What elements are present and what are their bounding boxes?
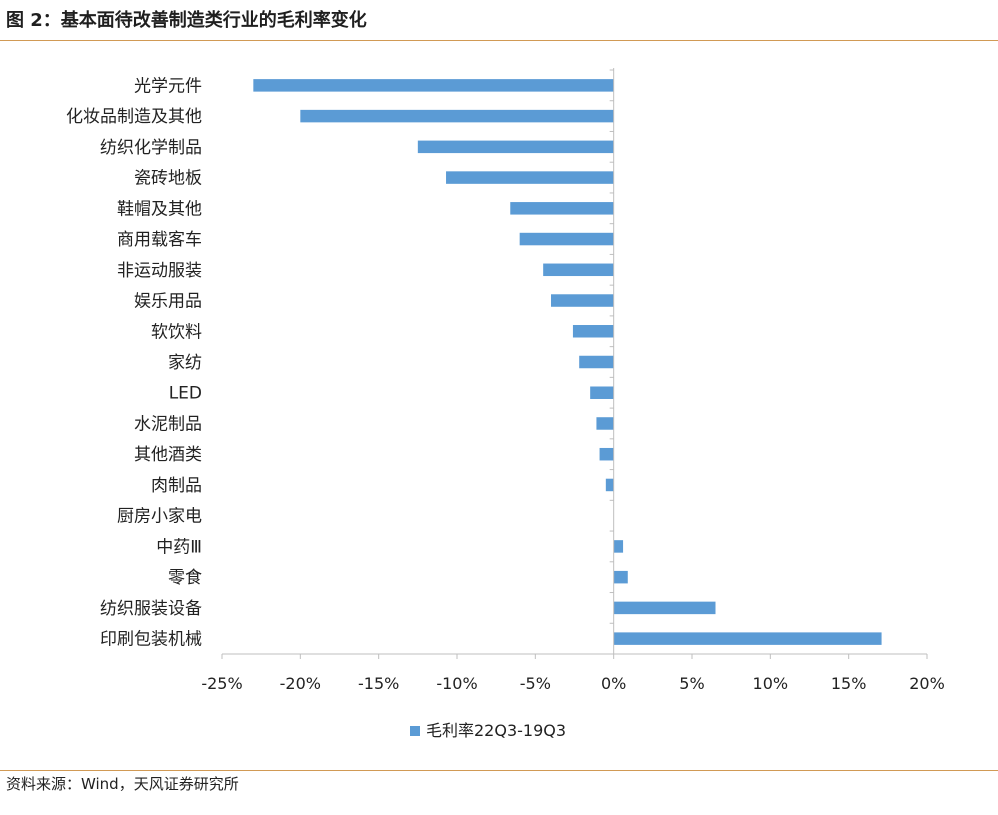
bar-6 <box>543 263 614 277</box>
source-note: 资料来源：Wind，天风证券研究所 <box>6 775 239 793</box>
x-tick-label-1: -20% <box>280 674 321 693</box>
bar-0 <box>253 79 614 92</box>
category-label-14: 厨房小家电 <box>117 507 202 527</box>
bar-17 <box>613 601 716 615</box>
x-tick-label-3: -10% <box>436 674 477 693</box>
category-label-4: 鞋帽及其他 <box>117 199 202 219</box>
bar-4 <box>510 202 614 215</box>
bar-3 <box>446 171 614 184</box>
x-tick-label-0: -25% <box>201 674 242 693</box>
bottom-divider <box>0 770 998 771</box>
x-tick-label-8: 15% <box>831 674 867 693</box>
bar-1 <box>300 109 614 123</box>
bar-11 <box>596 417 614 430</box>
category-label-18: 印刷包装机械 <box>100 630 202 650</box>
bar-18 <box>613 632 882 645</box>
bar-5 <box>519 232 614 246</box>
category-label-0: 光学元件 <box>134 76 202 96</box>
bar-16 <box>613 570 628 584</box>
category-label-15: 中药Ⅲ <box>156 537 202 557</box>
category-label-9: 家纺 <box>168 353 202 373</box>
figure-title: 图 2：基本面待改善制造类行业的毛利率变化 <box>6 10 367 31</box>
x-tick-label-2: -15% <box>358 674 399 693</box>
x-tick-label-6: 5% <box>679 674 704 693</box>
category-label-10: LED <box>169 384 202 404</box>
category-labels-layer: 光学元件化妆品制造及其他纺织化学制品瓷砖地板鞋帽及其他商用载客车非运动服装娱乐用… <box>66 76 202 649</box>
axis-layer: -25% -20% -15% -10% -5% 0% 5% 10% 15% 20% <box>201 68 945 693</box>
top-divider <box>0 40 998 41</box>
bar-8 <box>572 325 614 338</box>
category-label-3: 瓷砖地板 <box>134 169 202 189</box>
bar-10 <box>590 386 614 399</box>
category-label-16: 零食 <box>168 568 202 588</box>
legend: 毛利率22Q3-19Q3 <box>410 721 566 740</box>
x-tick-label-5: 0% <box>601 674 626 693</box>
bars-layer <box>253 79 882 645</box>
category-label-17: 纺织服装设备 <box>100 599 202 619</box>
bar-7 <box>551 294 614 307</box>
x-tick-label-4: -5% <box>520 674 551 693</box>
category-label-11: 水泥制品 <box>134 414 202 434</box>
category-label-6: 非运动服装 <box>117 261 202 281</box>
category-label-13: 肉制品 <box>151 476 202 496</box>
x-tick-label-9: 20% <box>909 674 945 693</box>
bar-2 <box>417 140 614 154</box>
category-label-12: 其他酒类 <box>134 445 202 465</box>
legend-swatch <box>410 726 420 736</box>
bar-12 <box>599 447 614 461</box>
bar-9 <box>579 355 614 369</box>
category-label-8: 软饮料 <box>151 322 202 342</box>
category-label-1: 化妆品制造及其他 <box>66 107 202 127</box>
bar-chart: 光学元件化妆品制造及其他纺织化学制品瓷砖地板鞋帽及其他商用载客车非运动服装娱乐用… <box>66 68 945 740</box>
category-label-5: 商用载客车 <box>117 230 202 250</box>
bar-13 <box>605 478 614 492</box>
bar-15 <box>613 540 624 553</box>
x-tick-label-7: 10% <box>753 674 789 693</box>
category-label-7: 娱乐用品 <box>134 292 202 312</box>
legend-label: 毛利率22Q3-19Q3 <box>426 721 566 740</box>
category-label-2: 纺织化学制品 <box>100 138 202 158</box>
